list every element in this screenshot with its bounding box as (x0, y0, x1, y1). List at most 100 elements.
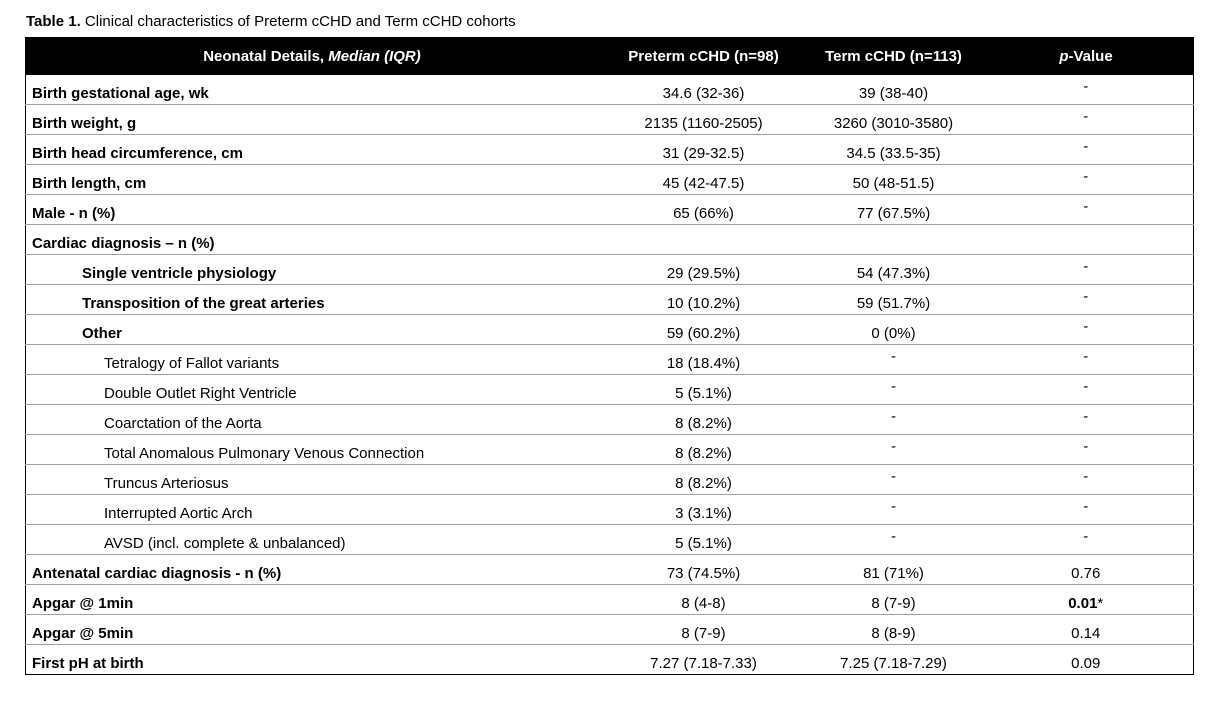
p-value: 0.01* (979, 585, 1194, 615)
term-value: 77 (67.5%) (809, 195, 979, 225)
table-row: Birth gestational age, wk 34.6 (32-36) 39 … (26, 75, 1194, 105)
p-value: - (979, 135, 1194, 165)
table-row: Birth weight, g 2135 (1160-2505) 3260 (301… (26, 105, 1194, 135)
p-value: - (979, 105, 1194, 135)
term-value: - (809, 465, 979, 495)
row-label: Double Outlet Right Ventricle (26, 375, 599, 405)
term-value: 59 (51.7%) (809, 285, 979, 315)
table-row: Apgar @ 1min 8 (4-8) 8 (7-9) 0.01* (26, 585, 1194, 615)
row-label: Male - n (%) (26, 195, 599, 225)
p-value-significant: 0.01 (1068, 595, 1097, 612)
table-row: Male - n (%) 65 (66%) 77 (67.5%) - (26, 195, 1194, 225)
p-value: 0.14 (979, 615, 1194, 645)
preterm-value: 8 (8.2%) (599, 465, 809, 495)
preterm-value: 5 (5.1%) (599, 525, 809, 555)
header-p-value: p-Value (979, 38, 1194, 75)
term-value: - (809, 345, 979, 375)
table-row: Tetralogy of Fallot variants 18 (18.4%) - - (26, 345, 1194, 375)
table-row: AVSD (incl. complete & unbalanced) 5 (5.1… (26, 525, 1194, 555)
p-value: - (979, 75, 1194, 105)
table-header-row: Neonatal Details, Median (IQR) Preterm c… (26, 38, 1194, 75)
row-label: Other (26, 315, 599, 345)
table-row: Double Outlet Right Ventricle 5 (5.1%) - - (26, 375, 1194, 405)
preterm-value: 8 (8.2%) (599, 435, 809, 465)
preterm-value: 8 (8.2%) (599, 405, 809, 435)
table-row: Cardiac diagnosis – n (%) (26, 225, 1194, 255)
preterm-value: 73 (74.5%) (599, 555, 809, 585)
term-value: 34.5 (33.5-35) (809, 135, 979, 165)
table-caption: Table 1. Clinical characteristics of Pre… (26, 12, 516, 32)
preterm-value: 10 (10.2%) (599, 285, 809, 315)
row-label: Birth length, cm (26, 165, 599, 195)
table-row: Birth length, cm 45 (42-47.5) 50 (48-51.5)… (26, 165, 1194, 195)
row-label: Apgar @ 5min (26, 615, 599, 645)
table-row: Interrupted Aortic Arch 3 (3.1%) - - (26, 495, 1194, 525)
table-row: Coarctation of the Aorta 8 (8.2%) - - (26, 405, 1194, 435)
p-value: - (979, 495, 1194, 525)
p-value: - (979, 375, 1194, 405)
table-row: Other 59 (60.2%) 0 (0%) - (26, 315, 1194, 345)
row-label: Interrupted Aortic Arch (26, 495, 599, 525)
preterm-value: 18 (18.4%) (599, 345, 809, 375)
significance-marker: * (1097, 595, 1103, 612)
clinical-characteristics-table: Neonatal Details, Median (IQR) Preterm c… (25, 37, 1194, 675)
preterm-value: 45 (42-47.5) (599, 165, 809, 195)
row-label: First pH at birth (26, 645, 599, 675)
preterm-value: 8 (4-8) (599, 585, 809, 615)
preterm-value: 59 (60.2%) (599, 315, 809, 345)
term-value: 0 (0%) (809, 315, 979, 345)
table-row: First pH at birth 7.27 (7.18-7.33) 7.25 (7… (26, 645, 1194, 675)
p-value: - (979, 195, 1194, 225)
row-label: AVSD (incl. complete & unbalanced) (26, 525, 599, 555)
row-label: Birth head circumference, cm (26, 135, 599, 165)
table-row: Transposition of the great arteries 10 (1… (26, 285, 1194, 315)
term-value: - (809, 525, 979, 555)
preterm-value: 31 (29-32.5) (599, 135, 809, 165)
row-label: Truncus Arteriosus (26, 465, 599, 495)
preterm-value: 3 (3.1%) (599, 495, 809, 525)
table-row: Single ventricle physiology 29 (29.5%) 54 … (26, 255, 1194, 285)
p-value: - (979, 345, 1194, 375)
caption-text: Clinical characteristics of Preterm cCHD… (81, 13, 516, 30)
term-value: - (809, 405, 979, 435)
row-label: Birth weight, g (26, 105, 599, 135)
preterm-value: 2135 (1160-2505) (599, 105, 809, 135)
p-value: - (979, 525, 1194, 555)
preterm-value: 65 (66%) (599, 195, 809, 225)
term-value: 8 (8-9) (809, 615, 979, 645)
header-neonatal-details: Neonatal Details, Median (IQR) (26, 38, 599, 75)
row-label: Birth gestational age, wk (26, 75, 599, 105)
p-value: 0.76 (979, 555, 1194, 585)
p-value: - (979, 315, 1194, 345)
table-row: Apgar @ 5min 8 (7-9) 8 (8-9) 0.14 (26, 615, 1194, 645)
term-value: 3260 (3010-3580) (809, 105, 979, 135)
row-label: Tetralogy of Fallot variants (26, 345, 599, 375)
p-value: - (979, 405, 1194, 435)
term-value (809, 225, 979, 255)
p-value (979, 225, 1194, 255)
p-value: 0.09 (979, 645, 1194, 675)
preterm-value: 7.27 (7.18-7.33) (599, 645, 809, 675)
row-label: Coarctation of the Aorta (26, 405, 599, 435)
table-row: Birth head circumference, cm 31 (29-32.5)… (26, 135, 1194, 165)
p-value: - (979, 165, 1194, 195)
row-label: Single ventricle physiology (26, 255, 599, 285)
p-value: - (979, 285, 1194, 315)
row-label: Antenatal cardiac diagnosis - n (%) (26, 555, 599, 585)
row-label: Apgar @ 1min (26, 585, 599, 615)
p-value: - (979, 465, 1194, 495)
row-label: Total Anomalous Pulmonary Venous Connect… (26, 435, 599, 465)
header-term: Term cCHD (n=113) (809, 38, 979, 75)
preterm-value: 29 (29.5%) (599, 255, 809, 285)
row-label: Cardiac diagnosis – n (%) (26, 225, 599, 255)
term-value: - (809, 375, 979, 405)
table-row: Truncus Arteriosus 8 (8.2%) - - (26, 465, 1194, 495)
preterm-value: 8 (7-9) (599, 615, 809, 645)
preterm-value (599, 225, 809, 255)
preterm-value: 5 (5.1%) (599, 375, 809, 405)
term-value: 7.25 (7.18-7.29) (809, 645, 979, 675)
caption-label: Table 1. (26, 13, 81, 30)
p-value: - (979, 435, 1194, 465)
preterm-value: 34.6 (32-36) (599, 75, 809, 105)
term-value: 39 (38-40) (809, 75, 979, 105)
